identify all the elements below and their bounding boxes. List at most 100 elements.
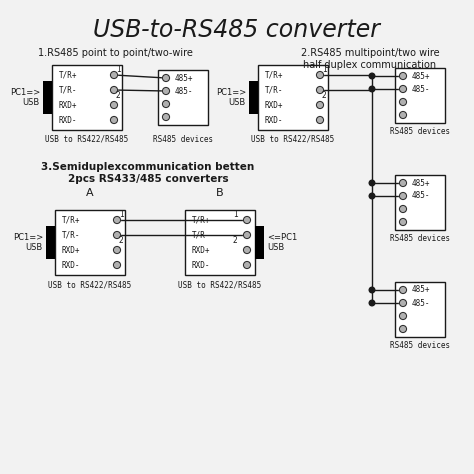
Text: RXD-: RXD- [62,261,81,270]
Text: USB-to-RS485 converter: USB-to-RS485 converter [93,18,381,42]
Bar [52,65,122,130]
Circle shape [317,86,323,93]
Circle shape [244,262,250,268]
Bar [395,68,445,123]
Text: 1: 1 [119,210,124,219]
Text: T/R+: T/R+ [265,71,283,80]
Text: 485-: 485- [175,86,193,95]
Text: 2: 2 [322,91,327,100]
Text: RXD-: RXD- [59,116,78,125]
Circle shape [400,326,407,332]
Text: 485-: 485- [412,84,430,93]
Circle shape [110,101,118,109]
Circle shape [163,100,170,108]
Circle shape [113,217,120,224]
Circle shape [369,287,375,293]
Text: 2: 2 [119,236,124,245]
Text: 2.RS485 multipoint/two wire
half-duplex communication: 2.RS485 multipoint/two wire half-duplex … [301,48,439,70]
Text: 485+: 485+ [175,73,193,82]
Text: A: A [86,188,94,198]
Text: RS485 devices: RS485 devices [390,127,450,136]
Circle shape [400,111,407,118]
Text: 2: 2 [116,91,121,100]
Text: T/R-: T/R- [192,230,210,239]
Circle shape [400,219,407,226]
Circle shape [400,286,407,293]
Text: RXD-: RXD- [265,116,283,125]
Circle shape [110,117,118,124]
Bar [55,210,125,275]
Text: PC1=>
USB: PC1=> USB [13,233,43,252]
Text: 485-: 485- [412,191,430,201]
Circle shape [400,312,407,319]
Text: RXD+: RXD+ [192,246,210,255]
Circle shape [400,300,407,307]
Text: USB to RS422/RS485: USB to RS422/RS485 [46,135,128,144]
Bar [395,175,445,230]
Circle shape [317,101,323,109]
Text: 1: 1 [116,65,121,74]
Text: RXD+: RXD+ [265,100,283,109]
Bar [46,226,55,259]
Bar [249,81,258,114]
Text: USB to RS422/RS485: USB to RS422/RS485 [178,280,262,289]
Text: USB to RS422/RS485: USB to RS422/RS485 [251,135,335,144]
Circle shape [113,231,120,238]
Text: 3.Semiduplexcommunication betten
2pcs RS433/485 converters: 3.Semiduplexcommunication betten 2pcs RS… [41,162,255,183]
Circle shape [369,86,375,92]
Circle shape [400,206,407,212]
Text: B: B [216,188,224,198]
Bar [185,210,255,275]
Text: RS485 devices: RS485 devices [390,234,450,243]
Circle shape [400,192,407,200]
Text: T/R-: T/R- [59,85,78,94]
Text: 485+: 485+ [412,285,430,294]
Text: T/R+: T/R+ [192,216,210,225]
Text: T/R+: T/R+ [59,71,78,80]
Text: 485-: 485- [412,299,430,308]
Circle shape [244,246,250,254]
Circle shape [369,73,375,79]
Circle shape [369,180,375,186]
Text: T/R-: T/R- [62,230,81,239]
Circle shape [244,217,250,224]
Circle shape [110,86,118,93]
Circle shape [400,85,407,92]
Text: RXD+: RXD+ [62,246,81,255]
Text: T/R+: T/R+ [62,216,81,225]
Bar [43,81,52,114]
Circle shape [369,300,375,306]
Bar [255,226,264,259]
Text: RS485 devices: RS485 devices [390,341,450,350]
Text: 1: 1 [233,210,238,219]
Circle shape [369,193,375,199]
Text: 1: 1 [322,65,327,74]
Text: USB to RS422/RS485: USB to RS422/RS485 [48,280,132,289]
Circle shape [113,246,120,254]
Circle shape [113,262,120,268]
Circle shape [110,72,118,79]
Text: PC1=>
USB: PC1=> USB [216,88,246,107]
Text: PC1=>
USB: PC1=> USB [10,88,40,107]
Circle shape [163,88,170,94]
Text: T/R-: T/R- [265,85,283,94]
Text: 2: 2 [233,236,238,245]
Circle shape [317,117,323,124]
Text: 485+: 485+ [412,179,430,188]
Circle shape [163,74,170,82]
Circle shape [317,72,323,79]
Bar [395,282,445,337]
Circle shape [163,113,170,120]
Circle shape [244,231,250,238]
Text: <=PC1
USB: <=PC1 USB [267,233,297,252]
Circle shape [400,99,407,106]
Text: RXD+: RXD+ [59,100,78,109]
Circle shape [400,73,407,80]
Bar [158,70,208,125]
Text: 485+: 485+ [412,72,430,81]
Text: 1.RS485 point to point/two-wire: 1.RS485 point to point/two-wire [37,48,192,58]
Text: RS485 devices: RS485 devices [153,135,213,144]
Text: RXD-: RXD- [192,261,210,270]
Circle shape [400,180,407,186]
Bar [258,65,328,130]
